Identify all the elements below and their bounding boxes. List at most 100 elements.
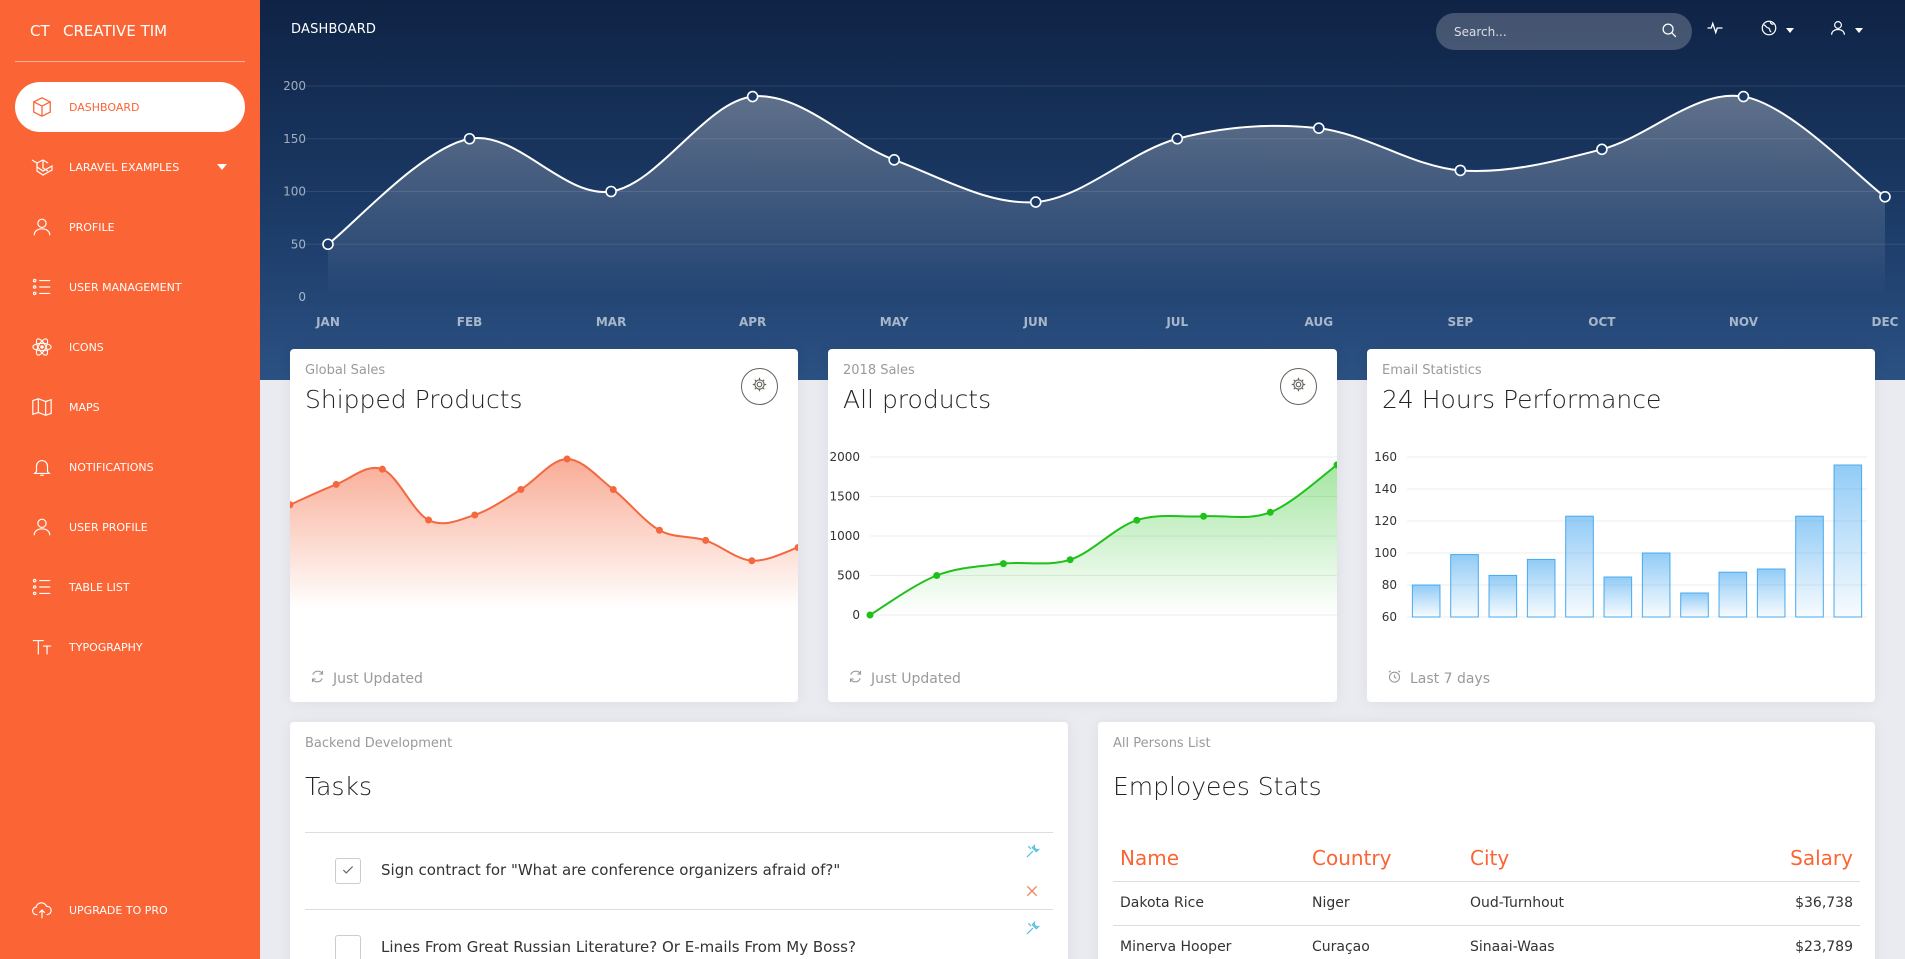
- bar: [1680, 592, 1709, 618]
- search-input[interactable]: [1454, 24, 1644, 39]
- task-checkbox[interactable]: [335, 935, 361, 959]
- map-icon: [29, 394, 55, 420]
- task-checkbox[interactable]: [335, 858, 361, 884]
- upgrade-to-pro-button[interactable]: UPGRADE TO PRO: [15, 885, 245, 935]
- footer-text: Just Updated: [871, 670, 961, 687]
- sidebar-item-profile[interactable]: PROFILE: [15, 202, 245, 252]
- settings-button[interactable]: [1280, 368, 1317, 405]
- card-title: 24 Hours Performance: [1382, 385, 1662, 414]
- logo[interactable]: CT CREATIVE TIM: [15, 0, 245, 62]
- card-footer: Last 7 days: [1387, 669, 1490, 688]
- sidebar-item-user-profile[interactable]: USER PROFILE: [15, 502, 245, 552]
- sidebar-item-maps[interactable]: MAPS: [15, 382, 245, 432]
- settings-button[interactable]: [741, 368, 778, 405]
- bar: [1718, 571, 1748, 618]
- user-dropdown[interactable]: [1829, 19, 1863, 41]
- sidebar: CT CREATIVE TIM DASHBOARD LARAVEL EXAMPL…: [0, 0, 260, 959]
- column-header-city[interactable]: City: [1470, 845, 1510, 870]
- wrench-icon[interactable]: [1025, 843, 1041, 863]
- employees-table: Name Country City Salary Dakota Rice Nig…: [1113, 835, 1860, 959]
- x-tick-label: JUN: [1023, 315, 1048, 329]
- search-icon[interactable]: [1661, 22, 1678, 42]
- close-icon[interactable]: [1025, 883, 1039, 902]
- bar: [1756, 568, 1786, 618]
- edit-task-button[interactable]: [1025, 843, 1041, 863]
- sidebar-item-label: TYPOGRAPHY: [69, 640, 143, 654]
- sidebar-item-label: USER PROFILE: [69, 520, 148, 534]
- data-point: [655, 526, 663, 534]
- x-tick-label: FEB: [457, 315, 483, 329]
- cell-name: Dakota Rice: [1113, 880, 1312, 925]
- cell-city: Sinaai-Waas: [1470, 924, 1670, 959]
- sidebar-item-dashboard[interactable]: DASHBOARD: [15, 82, 245, 132]
- shipped-products-chart: [290, 455, 798, 609]
- data-point: [563, 455, 571, 463]
- refresh-icon: [848, 669, 871, 688]
- activity-icon[interactable]: [1706, 19, 1724, 37]
- card-24-hours-performance: Email Statistics 24 Hours Performance 60…: [1367, 349, 1875, 702]
- data-point: [1133, 516, 1141, 524]
- data-point: [425, 516, 433, 524]
- card-tasks: Backend Development Tasks Sign contract …: [290, 722, 1068, 959]
- gear-icon[interactable]: [751, 376, 768, 397]
- card-category: All Persons List: [1113, 736, 1211, 751]
- chevron-down-icon[interactable]: [1855, 27, 1863, 33]
- table-row[interactable]: Minerva Hooper Curaçao Sinaai-Waas $23,7…: [1113, 924, 1860, 959]
- sidebar-item-user-management[interactable]: USER MANAGEMENT: [15, 262, 245, 312]
- data-point: [290, 501, 294, 509]
- sidebar-item-label: MAPS: [69, 400, 100, 414]
- upgrade-label: UPGRADE TO PRO: [69, 903, 168, 917]
- page-title[interactable]: DASHBOARD: [291, 22, 377, 37]
- chevron-down-icon[interactable]: [1786, 27, 1794, 33]
- column-header-country[interactable]: Country: [1312, 845, 1392, 870]
- y-tick-label: 1000: [829, 529, 860, 543]
- data-point: [332, 480, 340, 488]
- card-all-products: 2018 Sales All products 0 500 1000 1500 2000…: [828, 349, 1337, 702]
- sidebar-item-table-list[interactable]: TABLE LIST: [15, 562, 245, 612]
- cell-country: Niger: [1312, 880, 1470, 925]
- search-box[interactable]: [1436, 13, 1692, 50]
- cell-salary: $36,738: [1670, 880, 1860, 925]
- data-point: [471, 511, 479, 519]
- logo-text[interactable]: CREATIVE TIM: [63, 21, 168, 40]
- data-point: [1879, 190, 1891, 203]
- sidebar-item-label: DASHBOARD: [69, 100, 140, 114]
- cube-icon: [29, 94, 55, 120]
- globe-icon[interactable]: [1760, 19, 1778, 41]
- table-row[interactable]: Dakota Rice Niger Oud-Turnhout $36,738: [1113, 880, 1860, 925]
- sidebar-item-notifications[interactable]: NOTIFICATIONS: [15, 442, 245, 492]
- footer-text: Just Updated: [333, 670, 423, 687]
- wrench-icon[interactable]: [1025, 920, 1041, 940]
- y-tick-label: 0: [852, 608, 860, 622]
- remove-task-button[interactable]: [1025, 883, 1039, 902]
- x-tick-label: NOV: [1729, 315, 1759, 329]
- edit-task-button[interactable]: [1025, 920, 1041, 940]
- data-point: [605, 185, 617, 198]
- globe-dropdown[interactable]: [1760, 19, 1794, 41]
- data-point: [866, 611, 874, 619]
- y-tick-label: 120: [1374, 514, 1397, 528]
- column-header-name[interactable]: Name: [1120, 845, 1180, 870]
- sidebar-item-icons[interactable]: ICONS: [15, 322, 245, 372]
- main-line-chart: 0 50 100 150 200 JAN FEB MAR APR MAY JUN JUL AUG SEP O…: [283, 79, 1905, 329]
- laravel-icon: [29, 154, 55, 180]
- task-text: Sign contract for "What are conference o…: [381, 861, 841, 879]
- sidebar-item-typography[interactable]: TYPOGRAPHY: [15, 622, 245, 672]
- cell-city: Oud-Turnhout: [1470, 880, 1670, 925]
- bullet-list-icon: [29, 574, 55, 600]
- sidebar-item-laravel-examples[interactable]: LARAVEL EXAMPLES: [15, 142, 245, 192]
- sidebar-nav: DASHBOARD LARAVEL EXAMPLES PROFILE USER …: [15, 82, 245, 682]
- column-header-salary[interactable]: Salary: [1790, 845, 1853, 870]
- gear-icon[interactable]: [1290, 376, 1307, 397]
- refresh-icon: [310, 669, 333, 688]
- bar: [1450, 554, 1479, 618]
- bullet-list-icon: [29, 274, 55, 300]
- logo-mini[interactable]: CT: [30, 21, 50, 40]
- user-icon[interactable]: [1829, 19, 1847, 41]
- card-footer: Just Updated: [310, 669, 423, 688]
- task-text: Lines From Great Russian Literature? Or …: [381, 938, 856, 956]
- chevron-down-icon[interactable]: [217, 164, 227, 170]
- data-point: [1171, 132, 1184, 145]
- data-point: [933, 572, 941, 579]
- card-title: Shipped Products: [305, 385, 523, 414]
